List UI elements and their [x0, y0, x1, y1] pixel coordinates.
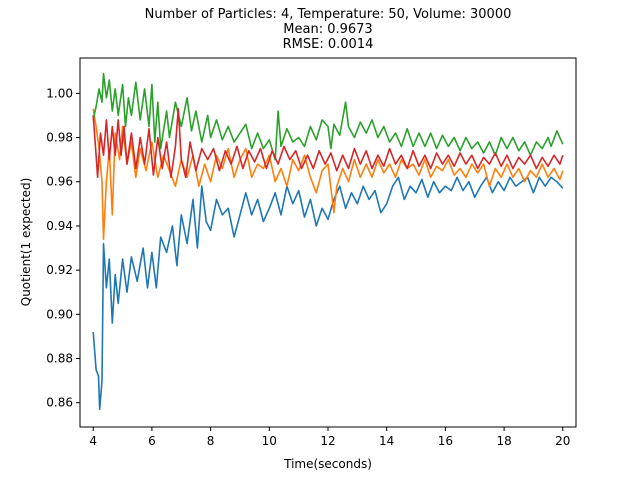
y-tick-label: 0.88: [46, 352, 73, 366]
y-tick-label: 0.92: [46, 263, 73, 277]
y-tick-label: 0.90: [46, 307, 73, 321]
x-tick-label: 10: [262, 434, 277, 448]
x-tick-label: 20: [555, 434, 570, 448]
x-tick-label: 18: [496, 434, 511, 448]
x-tick-label: 4: [89, 434, 97, 448]
y-axis-label: Quotient(1 expected): [19, 178, 33, 307]
y-axis-ticks: 0.86 0.88 0.90 0.92 0.94 0.96 0.98 1.00: [46, 86, 80, 410]
x-tick-label: 8: [207, 434, 215, 448]
x-tick-label: 16: [438, 434, 453, 448]
x-tick-label: 6: [148, 434, 156, 448]
chart-title-line-3: RMSE: 0.0014: [283, 37, 374, 52]
y-tick-label: 0.86: [46, 396, 73, 410]
series-line-3: [92, 72, 564, 161]
series-line-1: [92, 176, 564, 411]
series-layer: [92, 72, 564, 411]
y-tick-label: 0.98: [46, 131, 73, 145]
x-tick-label: 12: [320, 434, 335, 448]
y-tick-label: 0.96: [46, 175, 73, 189]
chart-title-line-2: Mean: 0.9673: [283, 22, 372, 37]
y-tick-label: 1.00: [46, 86, 73, 100]
x-tick-label: 14: [379, 434, 394, 448]
plot-area: [80, 58, 576, 427]
x-axis-label: Time(seconds): [283, 457, 372, 471]
series-line-4: [92, 108, 564, 179]
chart-title-line-1: Number of Particles: 4, Temperature: 50,…: [145, 7, 512, 22]
y-tick-label: 0.94: [46, 219, 73, 233]
x-axis-ticks: 4 6 8 10 12 14 16 18 20: [89, 427, 570, 448]
